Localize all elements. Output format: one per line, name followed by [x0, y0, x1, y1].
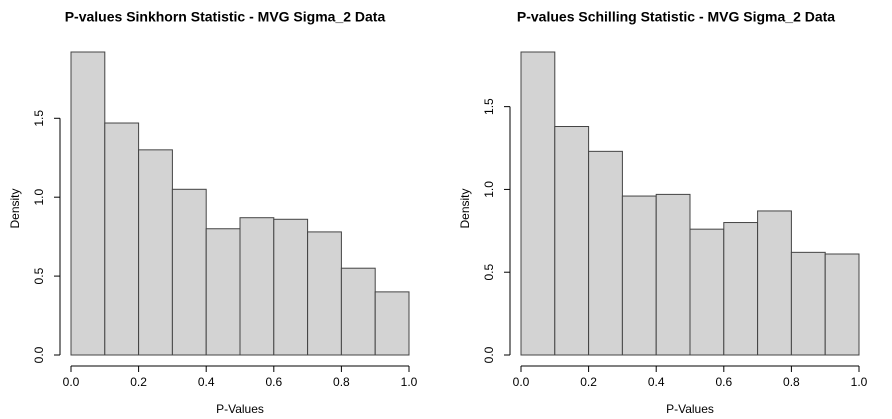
x-axis-label: P-Values — [666, 402, 714, 416]
bar — [374, 291, 410, 356]
y-tick-label: 0.5 — [482, 264, 496, 281]
bar — [104, 122, 140, 356]
x-tick-label: 0.0 — [513, 375, 530, 389]
y-tick-label: 1.0 — [482, 181, 496, 198]
x-tick-label: 0.6 — [715, 375, 732, 389]
bar — [340, 267, 376, 356]
bar — [171, 188, 207, 356]
bar — [138, 149, 173, 356]
bar — [307, 231, 342, 356]
bar — [824, 253, 860, 356]
y-tick-label: 1.5 — [482, 98, 496, 115]
bar — [70, 51, 106, 356]
x-tick-label: 0.8 — [333, 375, 350, 389]
chart-title: P-values Schilling Statistic - MVG Sigma… — [517, 9, 835, 25]
x-tick-label: 0.0 — [63, 375, 80, 389]
x-tick-label: 1.0 — [851, 375, 868, 389]
bar — [689, 228, 725, 356]
x-tick-label: 1.0 — [401, 375, 418, 389]
y-tick-label: 0.5 — [32, 267, 46, 284]
bar — [239, 217, 275, 356]
y-tick-label: 0.0 — [32, 346, 46, 363]
x-axis-label: P-Values — [216, 402, 264, 416]
y-axis-label: Density — [8, 188, 22, 228]
y-tick-label: 1.5 — [32, 110, 46, 127]
bar — [790, 251, 826, 356]
bar — [273, 218, 309, 356]
bar — [588, 150, 623, 356]
x-tick-label: 0.8 — [783, 375, 800, 389]
bar — [205, 228, 241, 356]
bar — [723, 222, 759, 356]
y-tick-label: 1.0 — [32, 189, 46, 206]
x-tick-label: 0.6 — [265, 375, 282, 389]
bar — [554, 126, 590, 356]
bar — [520, 51, 556, 356]
bar — [757, 210, 792, 356]
x-tick-label: 0.4 — [198, 375, 215, 389]
y-tick-label: 0.0 — [482, 346, 496, 363]
bar — [621, 195, 657, 356]
x-tick-label: 0.2 — [580, 375, 597, 389]
chart-title: P-values Sinkhorn Statistic - MVG Sigma_… — [65, 9, 386, 25]
bar — [655, 193, 691, 356]
x-tick-label: 0.4 — [648, 375, 665, 389]
x-tick-label: 0.2 — [130, 375, 147, 389]
y-axis-label: Density — [458, 188, 472, 228]
